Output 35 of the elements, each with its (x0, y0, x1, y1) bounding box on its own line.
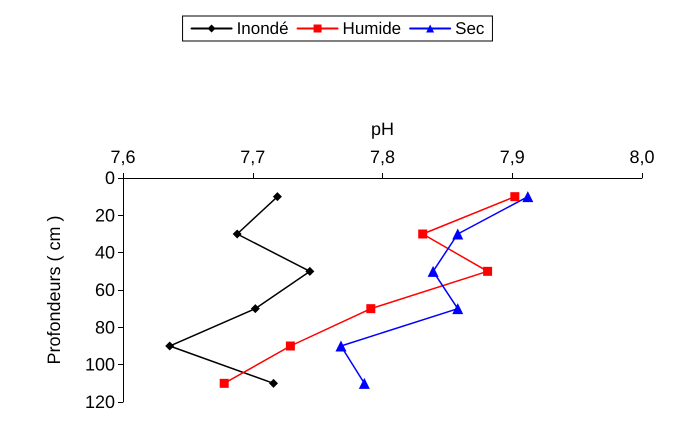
point (232, 230, 242, 238)
x-tick-label: 7,7 (240, 147, 266, 167)
point (418, 230, 428, 238)
point (428, 266, 439, 277)
legend-label: Inondé (236, 19, 289, 38)
y-tick-label: 80 (94, 317, 115, 338)
point (452, 303, 464, 314)
legend-label: Humide (342, 19, 402, 38)
point (305, 266, 314, 276)
point (510, 192, 520, 202)
point (366, 304, 376, 314)
point (522, 191, 534, 202)
x-tick-label: 8,0 (629, 147, 655, 167)
y-tick-label: 20 (94, 205, 115, 226)
x-axis-title: pH (370, 119, 394, 139)
point (269, 378, 278, 388)
point (452, 228, 464, 240)
y-tick-label: 40 (94, 242, 115, 263)
legend-label: Sec (455, 19, 485, 38)
point (483, 266, 492, 276)
point (335, 340, 346, 352)
point (272, 192, 282, 202)
y-axis-title: Profondeurs ( cm ) (44, 215, 64, 365)
x-tick-label: 7,6 (110, 147, 136, 167)
y-tick-label: 0 (104, 168, 115, 188)
y-tick-label: 60 (94, 280, 115, 300)
y-tick-label: 100 (84, 354, 115, 375)
x-tick-label: 7,9 (500, 147, 525, 167)
point (220, 378, 229, 388)
x-tick-label: 7,8 (370, 147, 396, 167)
point (250, 304, 260, 314)
y-tick-label: 120 (84, 392, 115, 412)
point (165, 342, 174, 350)
point (286, 342, 295, 350)
point (358, 378, 370, 389)
